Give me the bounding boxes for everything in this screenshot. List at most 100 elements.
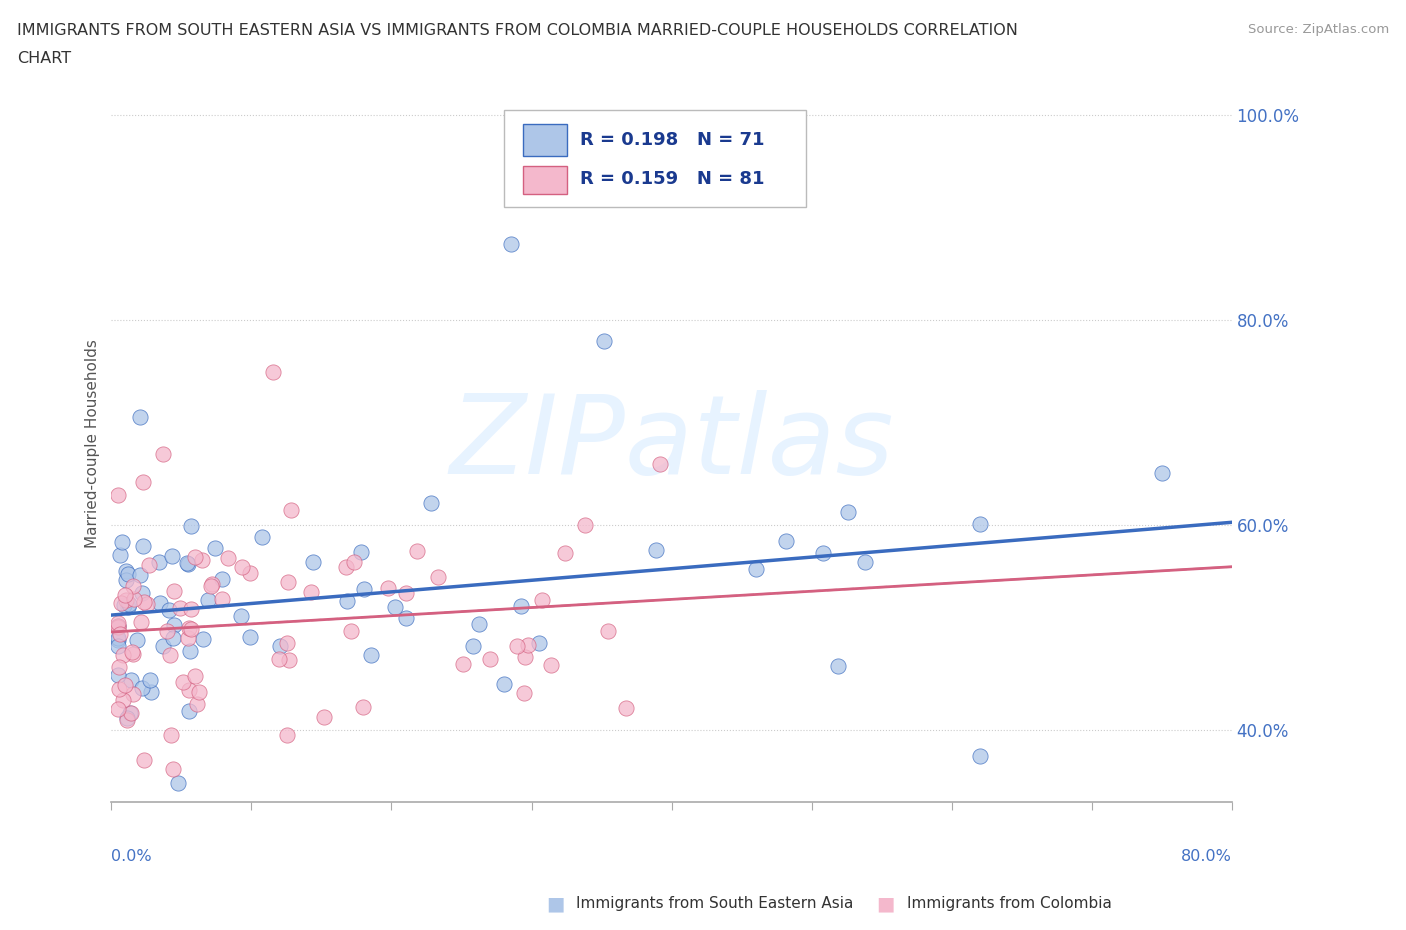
- Bar: [523, 166, 568, 194]
- Point: [180, 519, 202, 534]
- Point: [531, 592, 554, 607]
- Point: [111, 535, 134, 550]
- Point: [405, 543, 427, 558]
- Point: [108, 627, 131, 642]
- Point: [229, 608, 252, 623]
- Point: [276, 727, 298, 742]
- Point: [197, 593, 219, 608]
- Point: [149, 595, 172, 610]
- Point: [117, 712, 139, 727]
- Point: [132, 538, 155, 553]
- Point: [350, 545, 373, 560]
- Point: [121, 644, 143, 659]
- Point: [191, 632, 214, 647]
- Text: 80.0%: 80.0%: [1181, 849, 1232, 864]
- Point: [969, 517, 991, 532]
- Point: [179, 644, 201, 658]
- Point: [336, 593, 359, 608]
- Point: [312, 710, 335, 724]
- Point: [811, 546, 834, 561]
- Point: [516, 637, 538, 652]
- Point: [107, 618, 129, 633]
- Point: [114, 588, 136, 603]
- Point: [513, 685, 536, 700]
- Point: [614, 701, 637, 716]
- Point: [160, 549, 183, 564]
- Point: [250, 530, 273, 545]
- Point: [152, 446, 174, 461]
- Point: [186, 697, 208, 711]
- Text: 0.0%: 0.0%: [111, 849, 152, 864]
- Point: [152, 639, 174, 654]
- Point: [479, 651, 502, 666]
- Point: [420, 496, 443, 511]
- Point: [131, 586, 153, 601]
- Point: [191, 553, 214, 568]
- Point: [269, 652, 291, 667]
- Point: [598, 623, 620, 638]
- Point: [177, 620, 200, 635]
- Point: [177, 556, 200, 571]
- FancyBboxPatch shape: [503, 110, 806, 206]
- Point: [131, 681, 153, 696]
- Point: [427, 569, 450, 584]
- Point: [176, 556, 198, 571]
- Point: [593, 333, 616, 348]
- Point: [177, 704, 200, 719]
- Point: [107, 702, 129, 717]
- Text: ■: ■: [876, 895, 896, 913]
- Point: [107, 631, 129, 645]
- Point: [499, 236, 522, 251]
- Point: [645, 542, 668, 557]
- Point: [352, 699, 374, 714]
- Point: [177, 631, 200, 645]
- Point: [129, 568, 152, 583]
- Point: [574, 518, 596, 533]
- Point: [169, 601, 191, 616]
- Text: IMMIGRANTS FROM SOUTH EASTERN ASIA VS IMMIGRANTS FROM COLOMBIA MARRIED-COUPLE HO: IMMIGRANTS FROM SOUTH EASTERN ASIA VS IM…: [17, 23, 1018, 38]
- Point: [139, 685, 162, 700]
- Point: [239, 630, 262, 644]
- Point: [107, 659, 129, 674]
- Point: [107, 638, 129, 653]
- Point: [239, 565, 262, 580]
- Point: [148, 555, 170, 570]
- Point: [277, 575, 299, 590]
- Point: [163, 618, 186, 632]
- Point: [125, 633, 148, 648]
- Point: [527, 635, 550, 650]
- Point: [211, 591, 233, 606]
- Point: [515, 650, 537, 665]
- Text: ZIPatlas: ZIPatlas: [450, 390, 894, 497]
- Point: [117, 567, 139, 582]
- Point: [505, 639, 527, 654]
- Point: [827, 658, 849, 673]
- Point: [132, 474, 155, 489]
- Point: [187, 684, 209, 699]
- Point: [177, 683, 200, 698]
- Point: [775, 534, 797, 549]
- Point: [107, 668, 129, 683]
- Point: [156, 623, 179, 638]
- Point: [132, 594, 155, 609]
- Point: [135, 597, 157, 612]
- Point: [107, 619, 129, 634]
- Y-axis label: Married-couple Households: Married-couple Households: [86, 339, 100, 548]
- Point: [108, 548, 131, 563]
- Point: [129, 409, 152, 424]
- Point: [360, 647, 382, 662]
- Point: [302, 555, 325, 570]
- Point: [120, 705, 142, 720]
- Point: [162, 762, 184, 777]
- Point: [853, 555, 876, 570]
- Point: [217, 551, 239, 565]
- Point: [540, 658, 562, 672]
- Point: [110, 596, 132, 611]
- Point: [172, 675, 194, 690]
- Point: [111, 692, 134, 707]
- Point: [107, 487, 129, 502]
- Point: [463, 638, 485, 653]
- Point: [837, 505, 859, 520]
- Point: [183, 550, 205, 565]
- Point: [204, 540, 226, 555]
